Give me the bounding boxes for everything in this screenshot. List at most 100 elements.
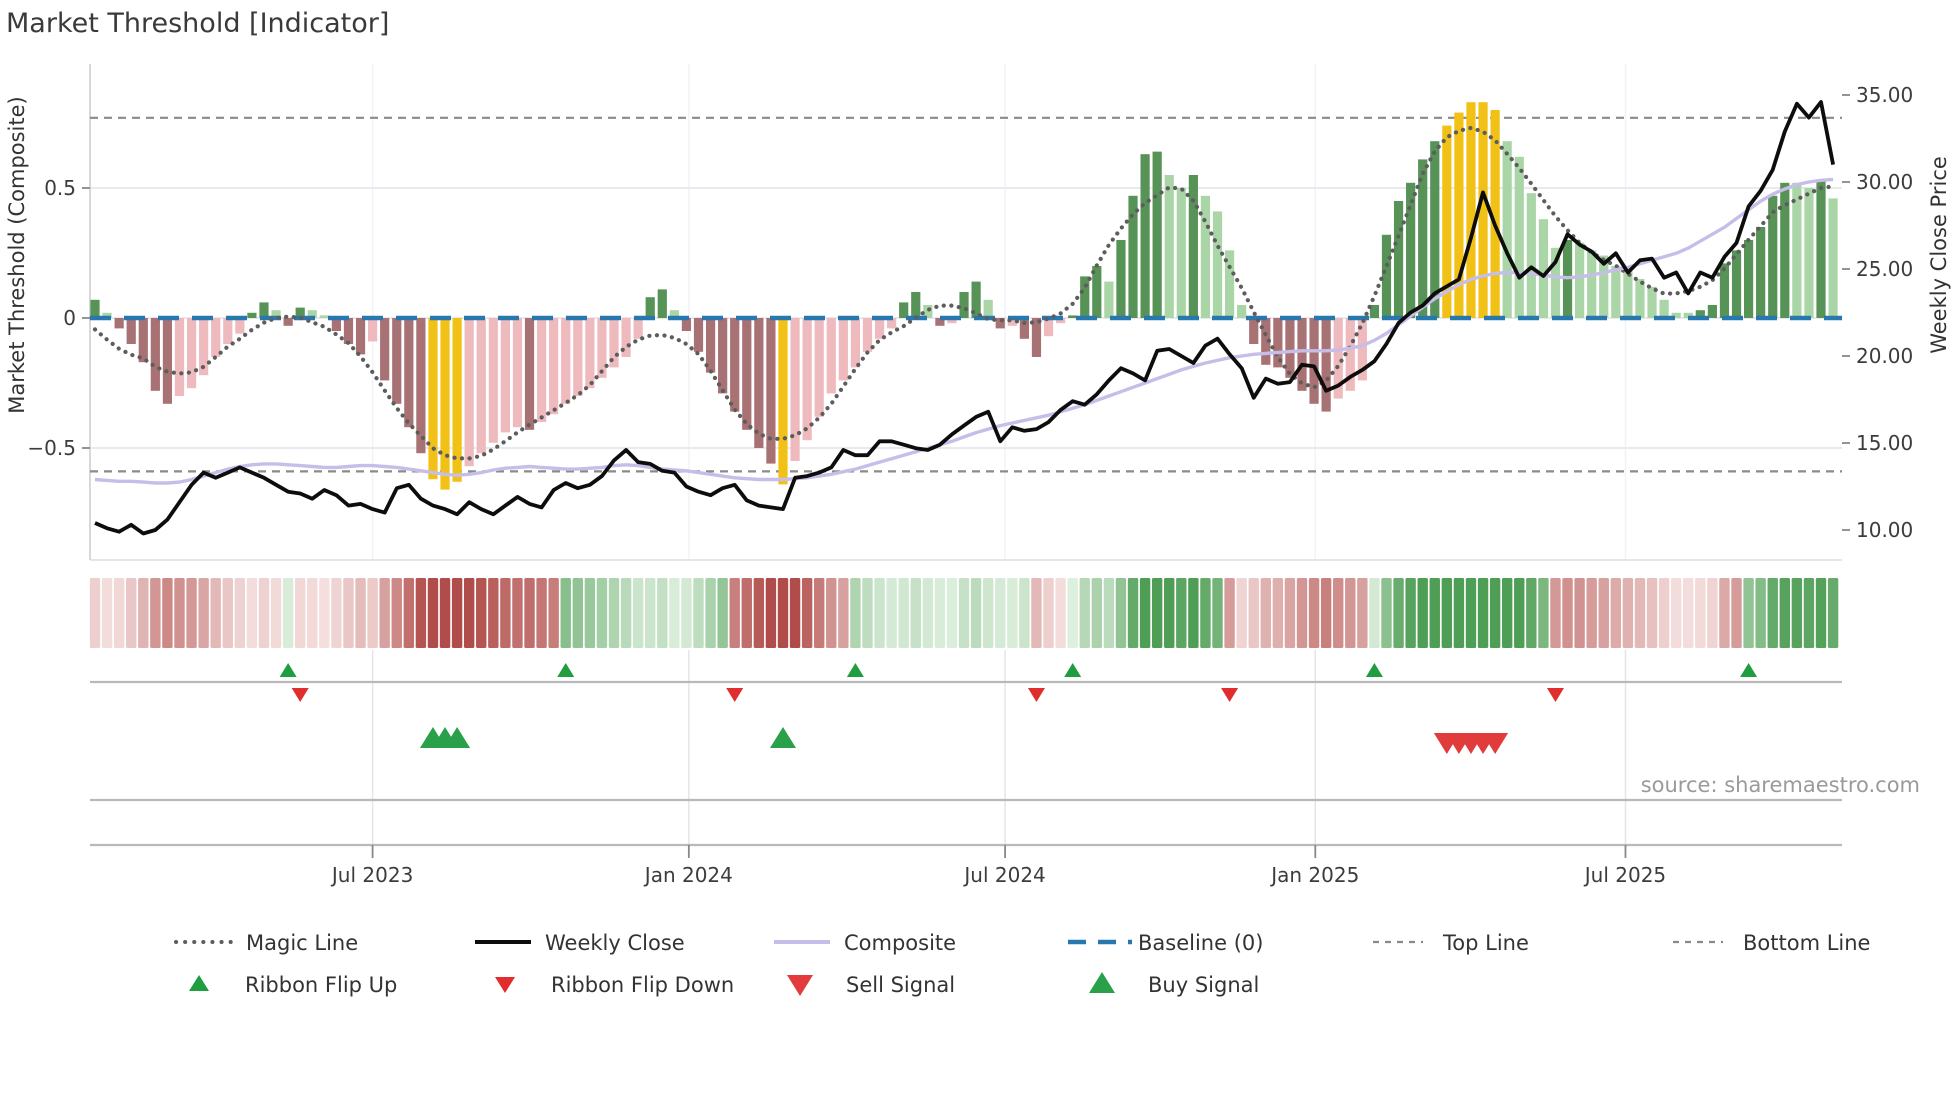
- histogram-bar: [343, 318, 354, 344]
- ribbon-cell: [1055, 578, 1066, 648]
- right-axis-tick-label: 10.00: [1856, 518, 1913, 542]
- ribbon-cell: [1634, 578, 1646, 648]
- ribbon-cell: [1236, 578, 1247, 648]
- ribbon-cell: [1031, 578, 1042, 648]
- ribbon-cell: [439, 578, 451, 648]
- histogram-bar: [1418, 159, 1428, 318]
- histogram-bar: [1671, 312, 1681, 318]
- right-axis-tick-label: 20.00: [1856, 344, 1913, 368]
- ribbon-cell: [1719, 578, 1730, 648]
- right-axis-tick-label: 15.00: [1856, 431, 1913, 455]
- ribbon-cell: [1550, 578, 1561, 648]
- histogram-bar: [766, 318, 776, 464]
- ribbon-cell: [1127, 578, 1139, 648]
- ribbon-cell: [1707, 578, 1718, 648]
- ribbon-cell: [596, 578, 608, 648]
- legend-label-composite: Composite: [844, 931, 956, 955]
- legend-label-magic-line: Magic Line: [246, 931, 358, 955]
- histogram-bar: [488, 318, 498, 443]
- histogram-bar: [162, 318, 173, 404]
- histogram-bar: [995, 318, 1005, 329]
- histogram-bar: [923, 305, 933, 318]
- ribbon-cell: [1284, 578, 1296, 648]
- ribbon-cell: [1695, 578, 1706, 648]
- legend-sample-buy-signal: [1089, 972, 1115, 993]
- ribbon-cell: [1067, 578, 1078, 648]
- right-axis-tick-label: 30.00: [1856, 170, 1913, 194]
- histogram-bar: [1623, 271, 1633, 318]
- ribbon-cell: [367, 578, 378, 648]
- ribbon-cell: [826, 578, 837, 648]
- ribbon-cell: [222, 578, 233, 648]
- ribbon-cell: [1103, 578, 1115, 648]
- ribbon-cell: [174, 578, 185, 648]
- histogram-bar: [1164, 175, 1174, 318]
- histogram-bar: [1393, 201, 1404, 318]
- histogram-bar: [1128, 195, 1138, 318]
- histogram-bar: [283, 318, 293, 326]
- histogram-bar: [657, 289, 667, 318]
- ribbon-cell: [995, 578, 1006, 648]
- ribbon-cell: [476, 578, 487, 648]
- histogram-bar: [307, 310, 317, 318]
- legend-label-sell-signal: Sell Signal: [846, 973, 955, 997]
- histogram-bar: [1140, 154, 1150, 318]
- histogram-bar: [1792, 182, 1802, 318]
- ribbon-cell: [753, 578, 765, 648]
- histogram-bar: [1104, 281, 1114, 318]
- ribbon-cell: [113, 578, 125, 648]
- ribbon-cell: [138, 578, 149, 648]
- ribbon-cell: [657, 578, 668, 648]
- histogram-bar: [464, 318, 474, 467]
- ribbon-cell: [1188, 578, 1199, 648]
- histogram-bar: [331, 318, 341, 331]
- ribbon-cell: [1224, 578, 1235, 648]
- ribbon-cell: [1779, 578, 1790, 648]
- histogram-bar: [440, 318, 450, 490]
- ribbon-cell: [584, 578, 596, 648]
- histogram-bar: [368, 318, 378, 342]
- ribbon-cell: [451, 578, 463, 648]
- ribbon-cell: [765, 578, 777, 648]
- histogram-bar: [1756, 227, 1766, 318]
- right-axis-tick-label: 25.00: [1856, 257, 1913, 281]
- histogram-bar: [561, 318, 571, 404]
- histogram-bar: [1285, 318, 1295, 378]
- ribbon-cell: [1115, 578, 1127, 648]
- histogram-bar: [1611, 266, 1621, 318]
- ribbon-cell: [536, 578, 547, 648]
- histogram-bar: [814, 318, 824, 417]
- histogram-bar: [1152, 151, 1162, 318]
- ribbon-cell: [1007, 578, 1018, 648]
- ribbon-cell: [910, 578, 921, 648]
- ribbon-cell: [1272, 578, 1284, 648]
- histogram-bar: [1490, 110, 1500, 318]
- ribbon-cell: [922, 578, 934, 648]
- ribbon-cell: [1441, 578, 1453, 648]
- ribbon-cell: [1670, 578, 1682, 648]
- histogram-bar: [235, 318, 245, 334]
- histogram-bar: [718, 318, 728, 394]
- ribbon-cell: [1043, 578, 1054, 648]
- right-axis-label: Weekly Close Price: [1927, 156, 1951, 354]
- ribbon-cell: [645, 578, 656, 648]
- ribbon-cell: [391, 578, 402, 648]
- histogram-bar: [1599, 255, 1609, 318]
- ribbon-cell: [355, 578, 366, 648]
- histogram-bar: [1031, 318, 1042, 357]
- ribbon-cell: [1345, 578, 1356, 648]
- ribbon-cell: [1586, 578, 1597, 648]
- ribbon-cell: [958, 578, 970, 648]
- histogram-bar: [295, 307, 305, 318]
- x-axis-tick-label: Jul 2024: [962, 863, 1045, 887]
- histogram-bar: [1828, 198, 1838, 318]
- histogram-bar: [1514, 156, 1524, 318]
- ribbon-cell: [1646, 578, 1658, 648]
- ribbon-cell: [705, 578, 716, 648]
- chart-title: Market Threshold [Indicator]: [6, 8, 389, 39]
- ribbon-cell: [282, 578, 294, 648]
- ribbon-cell: [1260, 578, 1271, 648]
- histogram-bar: [1212, 211, 1223, 318]
- ribbon-cell: [246, 578, 258, 648]
